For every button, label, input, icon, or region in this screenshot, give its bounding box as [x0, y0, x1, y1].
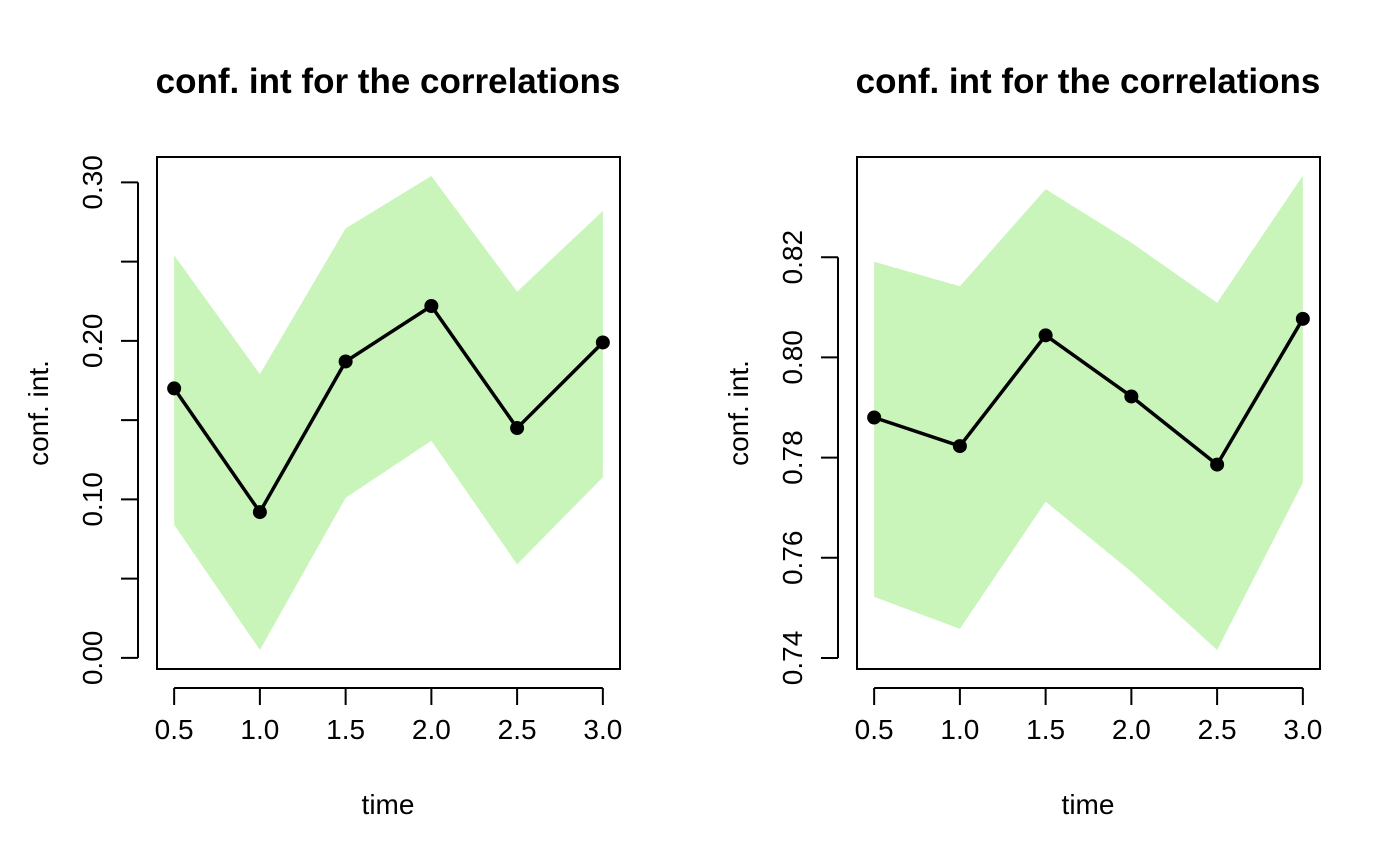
x-tick-label: 1.5: [326, 714, 365, 745]
data-point: [338, 354, 353, 369]
x-tick-label: 1.5: [1026, 714, 1065, 745]
y-axis: 0.74 0.76 0.78 0.80 0.82: [777, 230, 839, 686]
x-axis: 0.5 1.0 1.5 2.0 2.5 3.0: [855, 687, 1322, 745]
x-tick-label: 0.5: [855, 714, 894, 745]
y-tick-label: 0.78: [777, 430, 808, 485]
series-line: [873, 317, 1305, 467]
chart-title: conf. int for the correlations: [856, 62, 1321, 101]
x-tick-label: 3.0: [583, 714, 622, 745]
y-axis-label: conf. int.: [23, 360, 54, 466]
x-tick-label: 1.0: [940, 714, 979, 745]
y-axis: 0.00 0.10 0.20 0.30: [77, 155, 139, 686]
x-tick-label: 2.5: [1198, 714, 1237, 745]
series-line: [172, 304, 605, 514]
x-axis: 0.5 1.0 1.5 2.0 2.5 3.0: [155, 687, 622, 745]
y-tick-label: 0.80: [777, 330, 808, 385]
x-tick-label: 2.0: [412, 714, 451, 745]
y-tick-label: 0.74: [777, 631, 808, 686]
data-point: [595, 335, 610, 350]
left-chart-panel: 0.5 1.0 1.5 2.0 2.5 3.0 0.00 0.10 0.20 0.30 conf.…: [23, 62, 622, 820]
y-tick-label: 0.20: [77, 314, 108, 369]
y-axis-label: conf. int.: [723, 360, 754, 466]
data-point: [424, 299, 439, 314]
plot-frame: [856, 156, 1321, 670]
data-point: [1295, 311, 1310, 326]
data-point: [167, 381, 182, 396]
confidence-band: [874, 175, 1303, 650]
x-tick-label: 2.0: [1112, 714, 1151, 745]
x-tick-label: 3.0: [1283, 714, 1322, 745]
chart-title: conf. int for the correlations: [156, 62, 621, 101]
x-axis-label: time: [362, 789, 415, 820]
data-point: [510, 421, 525, 436]
y-tick-label: 0.10: [77, 472, 108, 527]
plot-frame: [156, 156, 621, 670]
confidence-band: [174, 176, 603, 650]
data-point: [867, 410, 882, 425]
y-tick-label: 0.82: [777, 230, 808, 285]
x-tick-label: 1.0: [240, 714, 279, 745]
y-tick-label: 0.00: [77, 631, 108, 686]
data-point: [1038, 328, 1053, 343]
x-axis-label: time: [1062, 789, 1115, 820]
x-tick-label: 2.5: [498, 714, 537, 745]
data-point: [1124, 389, 1139, 404]
y-tick-label: 0.76: [777, 531, 808, 586]
right-chart-panel: 0.5 1.0 1.5 2.0 2.5 3.0 0.74 0.76 0.78 0.80 0.82 c…: [723, 62, 1322, 820]
data-point: [1210, 457, 1225, 472]
x-tick-label: 0.5: [155, 714, 194, 745]
data-point: [952, 439, 967, 454]
data-point: [252, 505, 267, 520]
y-tick-label: 0.30: [77, 155, 108, 210]
